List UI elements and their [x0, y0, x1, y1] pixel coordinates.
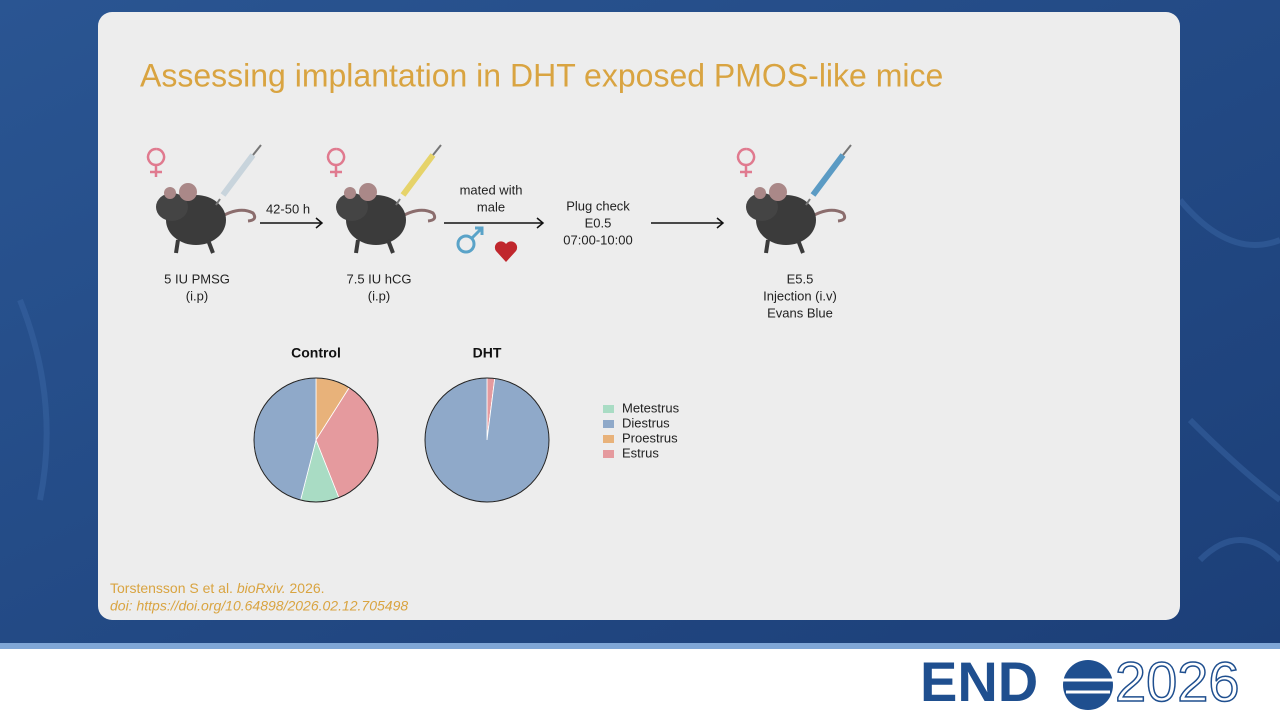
- pies: [253, 377, 550, 503]
- legend-swatch: [603, 420, 614, 428]
- mouse-head: [746, 193, 778, 221]
- pie-outline: [253, 377, 379, 503]
- pie-title: DHT: [473, 345, 502, 361]
- mouse-legs: [764, 239, 805, 254]
- mouse-icon: [146, 144, 262, 254]
- mating-label: male: [477, 199, 505, 214]
- female-symbol: [326, 147, 346, 177]
- pie-title: Control: [291, 345, 341, 361]
- mouse-tail: [215, 208, 257, 223]
- citation-journal: bioRxiv.: [237, 580, 286, 596]
- citation-year: 2026.: [290, 580, 325, 596]
- plug-label: 07:00-10:00: [563, 232, 632, 247]
- mouse-head: [156, 193, 188, 221]
- stripe: [0, 643, 1280, 649]
- decor: [17, 198, 1280, 563]
- plug-label: E0.5: [585, 215, 612, 230]
- card: [98, 12, 1180, 620]
- syringe: [810, 153, 846, 197]
- legend-label: Metestrus: [622, 400, 680, 415]
- step-label: (i.p): [368, 288, 390, 303]
- mouse-legs: [174, 239, 215, 254]
- heart: [494, 241, 518, 262]
- logo-left: END: [920, 650, 1038, 713]
- syringe-needle: [215, 144, 262, 206]
- mouse-ear: [344, 187, 356, 199]
- svg-text:Torstensson S et al. bioRxiv.: Torstensson S et al. bioRxiv. 2026.: [110, 580, 325, 596]
- legend-swatch: [603, 435, 614, 443]
- step-label: 7.5 IU hCG: [346, 271, 411, 286]
- mating-label: mated with: [460, 182, 523, 197]
- citation-authors: Torstensson S et al.: [110, 580, 233, 596]
- citation: Torstensson S et al. bioRxiv. 2026. doi:…: [110, 580, 408, 614]
- male-symbol: [456, 226, 484, 254]
- legend-label: Diestrus: [622, 415, 670, 430]
- pie-slice: [424, 377, 550, 503]
- diagram: 5 IU PMSG (i.p) 7.5 IU hCG (i.p) E5.5 In…: [146, 144, 852, 320]
- mouse-ear: [179, 183, 197, 201]
- female-symbol: [146, 147, 166, 177]
- step-label: 5 IU PMSG: [164, 271, 230, 286]
- slide-title: Assessing implantation in DHT exposed PM…: [140, 57, 943, 93]
- logo-globe-lines: [1063, 678, 1113, 694]
- syringe: [400, 153, 436, 197]
- logo-right: 2026: [1115, 650, 1240, 713]
- citation-doi: doi: https://doi.org/10.64898/2026.02.12…: [110, 598, 408, 614]
- plug-label: Plug check: [566, 198, 630, 213]
- mouse-tail: [805, 208, 847, 223]
- mouse-icon: [736, 144, 852, 254]
- legend-swatch: [603, 405, 614, 413]
- arrows: [260, 217, 725, 229]
- female-symbol: [736, 147, 756, 177]
- step-label: E5.5: [787, 271, 814, 286]
- logo-globe: [1063, 660, 1113, 710]
- step-label: (i.p): [186, 288, 208, 303]
- syringe: [220, 153, 256, 197]
- logo: END 2026: [920, 649, 1240, 714]
- step-label: Evans Blue: [767, 305, 833, 320]
- mouse-icon: [326, 144, 442, 254]
- mouse-ear: [164, 187, 176, 199]
- legend-label: Estrus: [622, 445, 659, 460]
- interval-label: 42-50 h: [266, 201, 310, 216]
- mouse-head: [336, 193, 368, 221]
- mouse-tail: [395, 208, 437, 223]
- mouse-ear: [359, 183, 377, 201]
- pie-outline: [424, 377, 550, 503]
- legend-label: Proestrus: [622, 430, 678, 445]
- syringe-needle: [805, 144, 852, 206]
- mouse-ear: [769, 183, 787, 201]
- mouse-ear: [754, 187, 766, 199]
- syringe-needle: [395, 144, 442, 206]
- legend-swatch: [603, 450, 614, 458]
- mouse-legs: [354, 239, 395, 254]
- step-label: Injection (i.v): [763, 288, 837, 303]
